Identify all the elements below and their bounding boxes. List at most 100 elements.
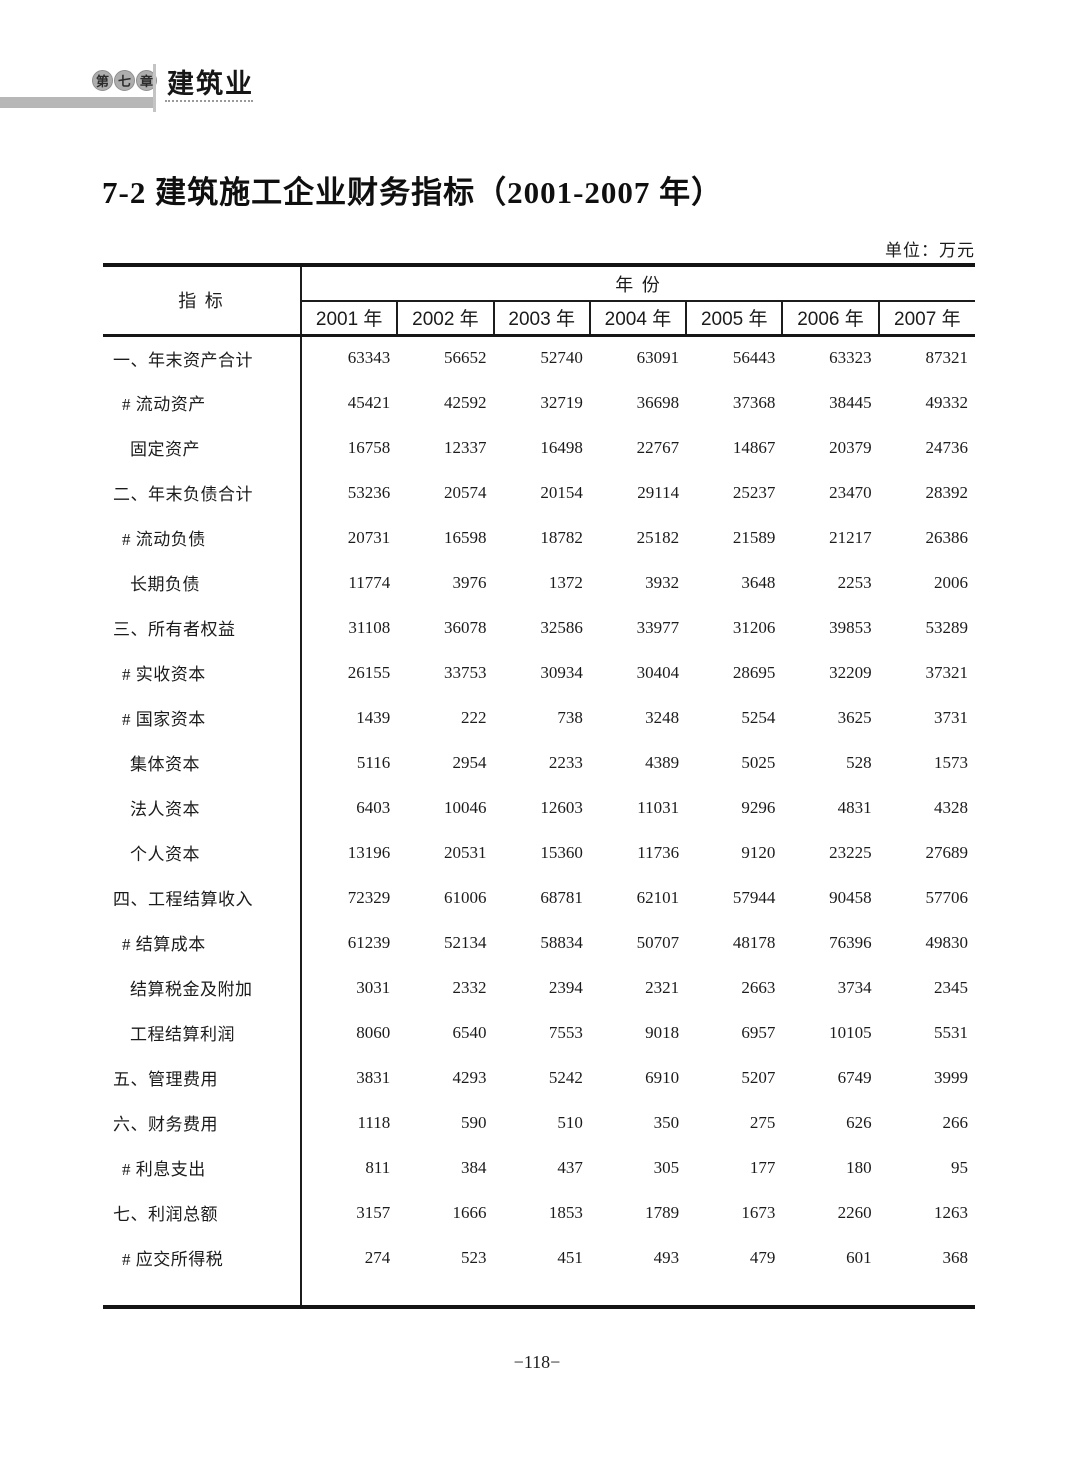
value-cell: 12337 [444,437,487,457]
value-cell: 6403 [356,797,391,817]
value-cell: 3031 [356,977,391,997]
table-row: # 国家资本 1439 222 738 3248 5254 3625 3731 [103,695,975,740]
value-cell: 13196 [347,842,391,862]
header-row-year-group: 指 标 年 份 [103,265,975,337]
value-cell: 68781 [540,887,583,907]
value-cell: 6749 [837,1067,872,1087]
value-cell: 6540 [452,1022,487,1042]
value-cell: 2332 [452,977,487,997]
value-cell: 26386 [925,527,969,547]
chapter-header: 第 七 章 建筑业 [0,0,1074,140]
value-cell: 24736 [925,437,969,457]
value-cell: 626 [846,1112,872,1132]
value-cell: 2233 [548,752,583,772]
value-cell: 7553 [548,1022,583,1042]
value-cell: 523 [461,1247,487,1267]
value-cell: 10046 [444,797,487,817]
row-label: 二、年末负债合计 [103,470,303,515]
value-cell: 1789 [645,1202,680,1222]
value-cell: 16598 [444,527,487,547]
table-row: 个人资本 13196 20531 15360 11736 9120 23225 27689 [103,830,975,875]
value-cell: 20574 [444,482,487,502]
financial-indicators-table: 指 标 年 份 2001 年 2002 年 2003 年 2004 年 2005… [103,263,975,1309]
row-label: 个人资本 [103,830,303,875]
value-cell: 1372 [548,572,583,592]
table-row: # 流动资产 45421 42592 32719 36698 37368 38445 4933… [103,380,975,425]
value-cell: 4293 [452,1067,487,1087]
value-cell: 3731 [934,707,968,727]
value-cell: 275 [749,1112,776,1132]
value-cell: 45421 [347,392,391,412]
value-cell: 48178 [732,932,776,952]
value-cell: 493 [653,1247,680,1267]
value-cell: 12603 [540,797,583,817]
value-cell: 23225 [829,842,872,862]
value-cell: 9018 [645,1022,680,1042]
row-label: # 实收资本 [103,650,303,695]
spacer-cell [686,1280,782,1307]
value-cell: 3976 [452,572,487,592]
table-row: 七、利润总额 3157 1666 1853 1789 1673 2260 1263 [103,1190,975,1235]
value-cell: 32586 [540,617,583,637]
value-cell: 37368 [732,392,776,412]
value-cell: 22767 [636,437,680,457]
value-cell: 5254 [741,707,776,727]
value-cell: 52740 [540,348,583,368]
value-cell: 2253 [837,572,872,592]
spacer-cell [782,1280,878,1307]
row-label: # 流动资产 [103,380,303,425]
value-cell: 72329 [347,887,391,907]
value-cell: 30404 [636,662,680,682]
value-cell: 11774 [348,572,391,592]
value-cell: 15360 [540,842,583,862]
value-cell: 5116 [356,752,391,772]
spacer-row [103,1280,975,1307]
value-cell: 23470 [829,482,872,502]
value-cell: 32719 [540,392,583,412]
value-cell: 5207 [741,1067,776,1087]
value-cell: 3625 [837,707,872,727]
value-cell: 25237 [732,482,776,502]
value-cell: 601 [846,1247,872,1267]
row-label: 五、管理费用 [103,1055,303,1100]
row-label: # 国家资本 [103,695,303,740]
value-cell: 11736 [637,842,680,862]
table-row: # 结算成本 61239 52134 58834 50707 48178 76396 4983… [103,920,975,965]
table-header: 指 标 年 份 2001 年 2002 年 2003 年 2004 年 2005… [103,265,975,337]
value-cell: 222 [461,707,487,727]
value-cell: 9120 [741,842,776,862]
value-cell: 1439 [356,707,391,727]
row-label: 七、利润总额 [103,1190,303,1235]
spacer-cell [494,1280,590,1307]
indicator-column-header: 指 标 [103,265,303,337]
value-cell: 36078 [444,617,487,637]
value-cell: 26155 [347,662,391,682]
value-cell: 3648 [741,572,776,592]
row-label: 集体资本 [103,740,303,785]
value-cell: 811 [365,1157,391,1177]
chapter-badge: 第 七 章 [92,70,157,91]
row-label: 结算税金及附加 [103,965,303,1010]
value-cell: 61006 [444,887,487,907]
row-label: # 结算成本 [103,920,303,965]
row-label: # 利息支出 [103,1145,303,1190]
table-row: # 利息支出 811 384 437 305 177 180 95 [103,1145,975,1190]
value-cell: 57944 [732,887,776,907]
value-cell: 20531 [444,842,487,862]
value-cell: 4328 [934,797,968,817]
value-cell: 368 [942,1247,969,1267]
value-cell: 20379 [829,437,872,457]
value-cell: 9296 [741,797,776,817]
value-cell: 53236 [347,482,391,502]
value-cell: 4389 [645,752,680,772]
value-cell: 37321 [925,662,969,682]
value-cell: 5025 [741,752,776,772]
value-cell: 18782 [540,527,583,547]
value-cell: 384 [461,1157,487,1177]
value-cell: 738 [557,707,583,727]
value-cell: 32209 [829,662,872,682]
value-cell: 61239 [347,932,391,952]
value-cell: 3932 [645,572,680,592]
value-cell: 53289 [925,617,969,637]
